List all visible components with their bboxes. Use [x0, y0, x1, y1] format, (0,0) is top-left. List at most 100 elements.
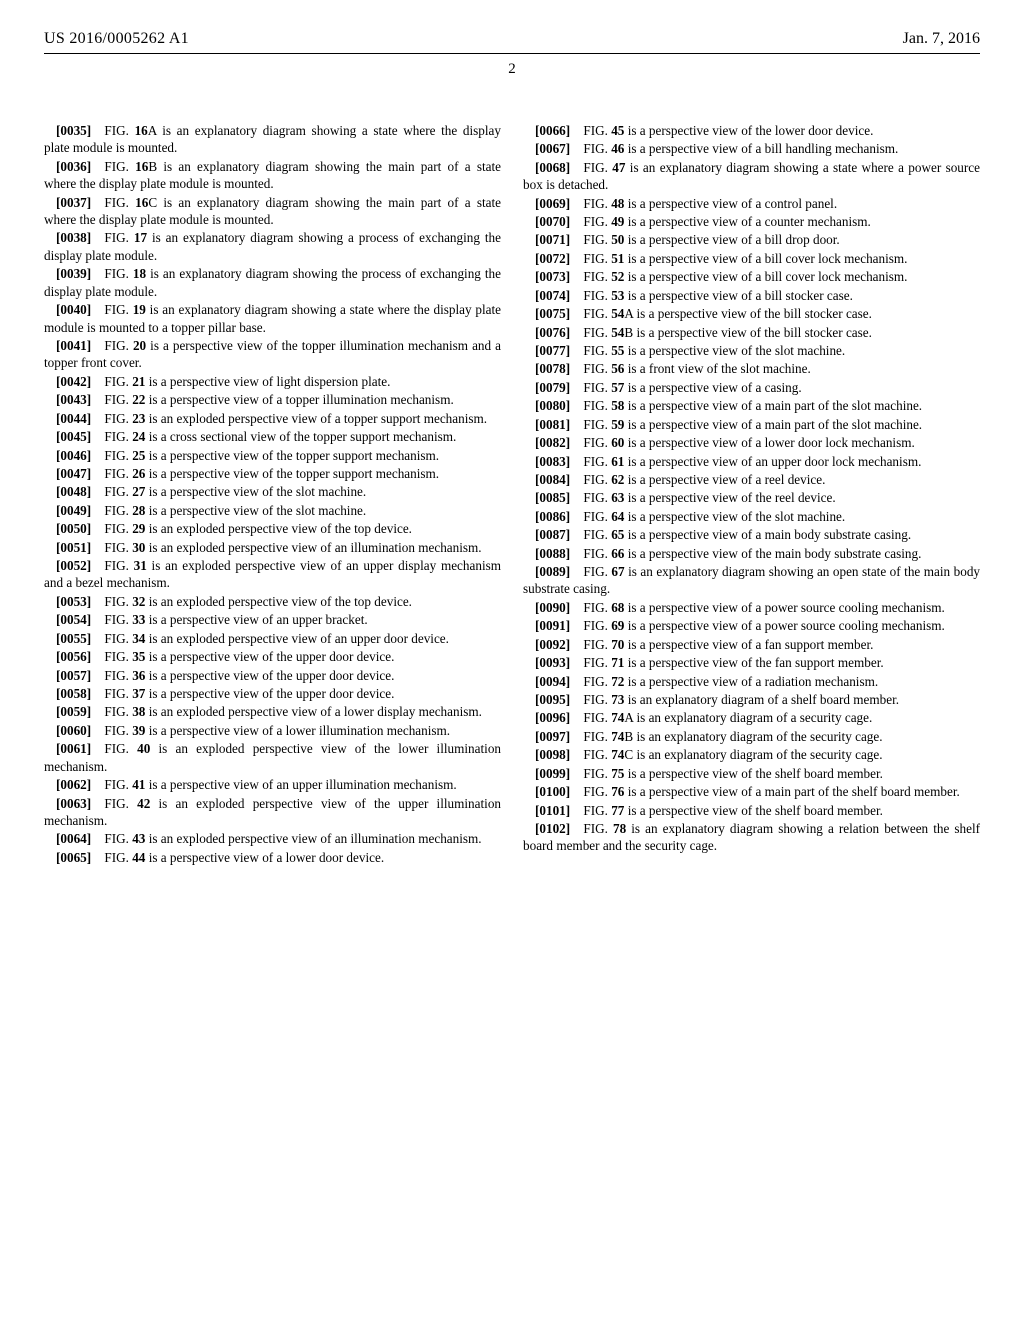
figure-description: is a perspective view of the shelf board…: [624, 766, 883, 781]
figure-description: A is an explanatory diagram showing a st…: [44, 123, 501, 155]
figure-entry: [0088] FIG. 66 is a perspective view of …: [523, 545, 980, 562]
paragraph-id: [0055]: [56, 631, 91, 646]
figure-description: is a perspective view of light dispersio…: [145, 374, 390, 389]
figure-description: is a perspective view of a radiation mec…: [624, 674, 878, 689]
paragraph-id: [0076]: [535, 325, 570, 340]
figure-description: is a perspective view of a bill stocker …: [624, 288, 853, 303]
figure-entry: [0052] FIG. 31 is an exploded perspectiv…: [44, 557, 501, 592]
paragraph-id: [0085]: [535, 490, 570, 505]
paragraph-id: [0102]: [535, 821, 570, 836]
paragraph-id: [0088]: [535, 546, 570, 561]
figure-description: is a cross sectional view of the topper …: [145, 429, 456, 444]
figure-number: 36: [132, 668, 145, 683]
figure-entry: [0083] FIG. 61 is a perspective view of …: [523, 453, 980, 470]
figure-description: is a perspective view of a reel device.: [624, 472, 825, 487]
paragraph-id: [0061]: [56, 741, 91, 756]
paragraph-id: [0059]: [56, 704, 91, 719]
figure-entry: [0101] FIG. 77 is a perspective view of …: [523, 802, 980, 819]
publication-date: Jan. 7, 2016: [903, 28, 980, 49]
figure-entry: [0048] FIG. 27 is a perspective view of …: [44, 483, 501, 500]
paragraph-id: [0101]: [535, 803, 570, 818]
publication-number: US 2016/0005262 A1: [44, 28, 189, 49]
figure-number: 68: [611, 600, 624, 615]
figure-description: is a perspective view of the lower door …: [624, 123, 873, 138]
figure-entry: [0071] FIG. 50 is a perspective view of …: [523, 231, 980, 248]
figure-entry: [0053] FIG. 32 is an exploded perspectiv…: [44, 593, 501, 610]
figure-number: 61: [611, 454, 624, 469]
figure-entry: [0035] FIG. 16A is an explanatory diagra…: [44, 122, 501, 157]
figure-number: 47: [612, 160, 625, 175]
figure-description: is a perspective view of a topper illumi…: [145, 392, 453, 407]
figure-entry: [0089] FIG. 67 is an explanatory diagram…: [523, 563, 980, 598]
figure-description: is a perspective view of the upper door …: [145, 686, 394, 701]
figure-number: 77: [611, 803, 624, 818]
figure-entry: [0084] FIG. 62 is a perspective view of …: [523, 471, 980, 488]
paragraph-id: [0057]: [56, 668, 91, 683]
paragraph-id: [0040]: [56, 302, 91, 317]
paragraph-id: [0067]: [535, 141, 570, 156]
figure-number: 51: [611, 251, 624, 266]
figure-description: B is an explanatory diagram showing the …: [44, 159, 501, 191]
figure-entry: [0060] FIG. 39 is a perspective view of …: [44, 722, 501, 739]
figure-entry: [0066] FIG. 45 is a perspective view of …: [523, 122, 980, 139]
paragraph-id: [0036]: [56, 159, 91, 174]
figure-description: is an exploded perspective view of the t…: [145, 594, 412, 609]
paragraph-id: [0049]: [56, 503, 91, 518]
figure-entry: [0099] FIG. 75 is a perspective view of …: [523, 765, 980, 782]
figure-description: C is an explanatory diagram showing the …: [44, 195, 501, 227]
figure-number: 17: [134, 230, 147, 245]
figure-description: is a front view of the slot machine.: [624, 361, 810, 376]
figure-description: is an explanatory diagram showing a rela…: [523, 821, 980, 853]
figure-number: 30: [132, 540, 145, 555]
body-columns: [0035] FIG. 16A is an explanatory diagra…: [44, 122, 980, 866]
figure-number: 43: [132, 831, 145, 846]
figure-description: is a perspective view of the slot machin…: [624, 343, 845, 358]
figure-description: is an explanatory diagram showing the pr…: [44, 266, 501, 298]
figure-number: 16: [135, 195, 148, 210]
paragraph-id: [0086]: [535, 509, 570, 524]
figure-number: 70: [611, 637, 624, 652]
paragraph-id: [0099]: [535, 766, 570, 781]
figure-description: C is an explanatory diagram of the secur…: [624, 747, 882, 762]
paragraph-id: [0054]: [56, 612, 91, 627]
paragraph-id: [0045]: [56, 429, 91, 444]
figure-entry: [0062] FIG. 41 is a perspective view of …: [44, 776, 501, 793]
paragraph-id: [0043]: [56, 392, 91, 407]
paragraph-id: [0092]: [535, 637, 570, 652]
figure-number: 16: [135, 123, 148, 138]
figure-description: B is a perspective view of the bill stoc…: [624, 325, 872, 340]
figure-number: 59: [611, 417, 624, 432]
figure-number: 57: [611, 380, 624, 395]
figure-entry: [0082] FIG. 60 is a perspective view of …: [523, 434, 980, 451]
figure-entry: [0074] FIG. 53 is a perspective view of …: [523, 287, 980, 304]
paragraph-id: [0050]: [56, 521, 91, 536]
figure-entry: [0090] FIG. 68 is a perspective view of …: [523, 599, 980, 616]
paragraph-id: [0041]: [56, 338, 91, 353]
figure-number: 41: [132, 777, 145, 792]
figure-entry: [0050] FIG. 29 is an exploded perspectiv…: [44, 520, 501, 537]
figure-entry: [0065] FIG. 44 is a perspective view of …: [44, 849, 501, 866]
figure-number: 32: [132, 594, 145, 609]
figure-description: is an explanatory diagram showing a stat…: [523, 160, 980, 192]
figure-description: is a perspective view of a main body sub…: [624, 527, 911, 542]
figure-description: is an exploded perspective view of the t…: [145, 521, 412, 536]
figure-description: is a perspective view of a main part of …: [624, 784, 959, 799]
figure-number: 38: [132, 704, 145, 719]
figure-entry: [0054] FIG. 33 is a perspective view of …: [44, 611, 501, 628]
figure-description: is a perspective view of the fan support…: [624, 655, 883, 670]
figure-description: is a perspective view of the upper door …: [145, 668, 394, 683]
figure-number: 27: [132, 484, 145, 499]
figure-number: 74: [611, 710, 624, 725]
paragraph-id: [0068]: [535, 160, 570, 175]
figure-description: is a perspective view of the slot machin…: [624, 509, 845, 524]
figure-entry: [0037] FIG. 16C is an explanatory diagra…: [44, 194, 501, 229]
figure-description: is a perspective view of a power source …: [624, 618, 944, 633]
figure-number: 35: [132, 649, 145, 664]
figure-number: 74: [611, 729, 624, 744]
figure-entry: [0086] FIG. 64 is a perspective view of …: [523, 508, 980, 525]
figure-number: 58: [611, 398, 624, 413]
figure-entry: [0087] FIG. 65 is a perspective view of …: [523, 526, 980, 543]
figure-entry: [0094] FIG. 72 is a perspective view of …: [523, 673, 980, 690]
figure-number: 33: [132, 612, 145, 627]
figure-number: 31: [134, 558, 147, 573]
